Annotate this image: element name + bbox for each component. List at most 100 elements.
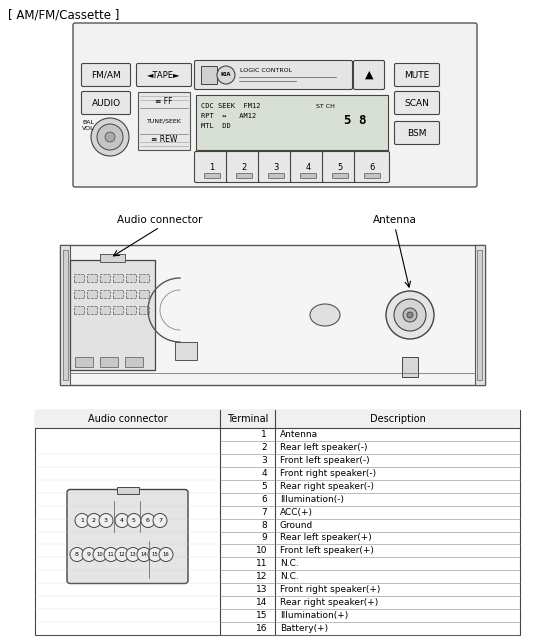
- Bar: [201, 66, 217, 84]
- Bar: [100, 306, 110, 314]
- Text: Front right speaker(-): Front right speaker(-): [280, 468, 376, 478]
- Text: 6: 6: [146, 518, 150, 523]
- FancyBboxPatch shape: [395, 63, 440, 86]
- Text: 14: 14: [141, 552, 147, 557]
- Bar: [60, 245, 70, 385]
- Circle shape: [394, 299, 426, 331]
- Bar: [87, 306, 97, 314]
- FancyBboxPatch shape: [81, 63, 130, 86]
- Circle shape: [97, 124, 123, 150]
- Text: 10: 10: [256, 547, 267, 556]
- Text: LOGIC CONTROL: LOGIC CONTROL: [240, 68, 292, 74]
- Text: SCAN: SCAN: [405, 99, 430, 108]
- FancyBboxPatch shape: [258, 152, 294, 182]
- FancyBboxPatch shape: [323, 152, 358, 182]
- FancyBboxPatch shape: [194, 152, 229, 182]
- Text: Rear left speaker(-): Rear left speaker(-): [280, 443, 367, 452]
- Bar: [126, 274, 136, 282]
- Text: Rear left speaker(+): Rear left speaker(+): [280, 534, 372, 543]
- Text: 5 8: 5 8: [344, 113, 366, 127]
- FancyBboxPatch shape: [194, 61, 353, 90]
- FancyBboxPatch shape: [290, 152, 325, 182]
- Bar: [100, 290, 110, 298]
- Circle shape: [105, 132, 115, 142]
- Text: 12: 12: [256, 572, 267, 581]
- Text: Antenna: Antenna: [280, 430, 318, 439]
- Bar: [60, 245, 485, 385]
- Circle shape: [93, 547, 107, 561]
- Bar: [268, 173, 284, 178]
- Circle shape: [153, 513, 167, 527]
- Text: ST CH: ST CH: [316, 104, 335, 109]
- Bar: [364, 173, 380, 178]
- Bar: [87, 274, 97, 282]
- Text: Front right speaker(+): Front right speaker(+): [280, 585, 381, 594]
- Text: 9: 9: [261, 534, 267, 543]
- Text: 2: 2: [241, 163, 247, 172]
- Text: Battery(+): Battery(+): [280, 624, 328, 633]
- Text: 3: 3: [274, 163, 278, 172]
- Text: 5: 5: [337, 163, 343, 172]
- Bar: [74, 306, 84, 314]
- Bar: [100, 357, 118, 367]
- Text: Front left speaker(+): Front left speaker(+): [280, 547, 374, 556]
- Bar: [35, 410, 520, 428]
- Circle shape: [115, 513, 129, 527]
- Text: 14: 14: [256, 598, 267, 607]
- FancyBboxPatch shape: [196, 95, 388, 150]
- Bar: [475, 245, 485, 385]
- Circle shape: [70, 547, 84, 561]
- Circle shape: [82, 547, 96, 561]
- Circle shape: [99, 513, 113, 527]
- Circle shape: [159, 547, 173, 561]
- Ellipse shape: [310, 304, 340, 326]
- FancyBboxPatch shape: [67, 490, 188, 584]
- Text: 16: 16: [256, 624, 267, 633]
- Bar: [126, 306, 136, 314]
- FancyBboxPatch shape: [395, 92, 440, 115]
- Text: BAL: BAL: [82, 120, 94, 125]
- Text: 9: 9: [87, 552, 91, 557]
- Bar: [100, 274, 110, 282]
- Bar: [113, 274, 123, 282]
- Text: 6: 6: [369, 163, 375, 172]
- Text: Illumination(+): Illumination(+): [280, 611, 348, 620]
- Bar: [402, 357, 418, 377]
- Text: 1: 1: [261, 430, 267, 439]
- Text: ACC(+): ACC(+): [280, 508, 313, 516]
- Text: Audio connector: Audio connector: [117, 215, 203, 225]
- Text: 8: 8: [261, 520, 267, 529]
- Circle shape: [407, 312, 413, 318]
- FancyBboxPatch shape: [73, 23, 477, 187]
- Text: 7: 7: [158, 518, 162, 523]
- Text: Ground: Ground: [280, 520, 313, 529]
- Text: 2: 2: [92, 518, 96, 523]
- Circle shape: [148, 547, 162, 561]
- Text: CDC SEEK  FM12: CDC SEEK FM12: [201, 103, 260, 109]
- FancyBboxPatch shape: [81, 92, 130, 115]
- Bar: [75, 357, 93, 367]
- Text: Rear right speaker(+): Rear right speaker(+): [280, 598, 378, 607]
- Text: Description: Description: [370, 414, 425, 424]
- FancyBboxPatch shape: [395, 122, 440, 145]
- Circle shape: [75, 513, 89, 527]
- Text: 3: 3: [261, 456, 267, 465]
- FancyBboxPatch shape: [353, 61, 384, 90]
- Text: 7: 7: [261, 508, 267, 516]
- Circle shape: [126, 547, 140, 561]
- Text: MUTE: MUTE: [405, 70, 430, 79]
- Bar: [236, 173, 252, 178]
- Text: 16: 16: [163, 552, 169, 557]
- Circle shape: [386, 291, 434, 339]
- Text: N.C.: N.C.: [280, 559, 299, 568]
- Text: 3: 3: [104, 518, 108, 523]
- Text: VOL: VOL: [82, 127, 94, 131]
- Bar: [139, 290, 149, 298]
- Bar: [139, 274, 149, 282]
- Text: RPT  ⇔   AM12: RPT ⇔ AM12: [201, 113, 256, 119]
- Text: KIA: KIA: [221, 72, 232, 77]
- Text: 1: 1: [209, 163, 215, 172]
- Bar: [126, 290, 136, 298]
- Text: ≡ FF: ≡ FF: [155, 97, 173, 106]
- Circle shape: [104, 547, 118, 561]
